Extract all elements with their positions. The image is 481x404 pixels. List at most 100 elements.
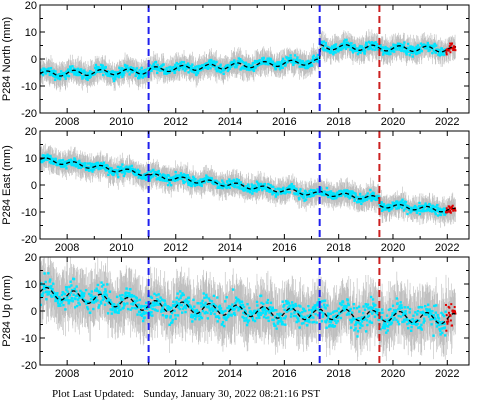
data-point xyxy=(124,64,127,67)
data-point xyxy=(341,46,344,50)
data-point xyxy=(51,157,54,160)
data-point xyxy=(369,47,372,50)
data-point xyxy=(107,71,111,74)
data-point xyxy=(399,42,402,46)
data-point xyxy=(425,45,429,48)
data-point xyxy=(307,59,310,63)
data-point xyxy=(82,71,86,74)
data-point xyxy=(441,208,444,211)
data-point xyxy=(167,66,171,69)
data-point xyxy=(374,41,377,44)
data-point xyxy=(349,45,352,48)
data-point xyxy=(373,43,376,46)
recent-point xyxy=(454,209,457,212)
data-point xyxy=(373,45,377,48)
data-point xyxy=(116,165,120,169)
data-point xyxy=(267,57,271,60)
data-point xyxy=(226,180,229,183)
data-point xyxy=(276,61,279,64)
data-point xyxy=(179,175,182,178)
data-point xyxy=(206,175,209,179)
data-point xyxy=(158,65,161,69)
data-point xyxy=(294,192,298,196)
data-point xyxy=(369,195,373,198)
data-point xyxy=(58,163,62,167)
data-point xyxy=(241,183,245,186)
data-point xyxy=(199,178,202,181)
data-point xyxy=(193,184,197,187)
data-point xyxy=(137,176,140,179)
data-point xyxy=(438,207,442,210)
x-tick-label: 2014 xyxy=(218,242,242,254)
data-point xyxy=(316,53,320,57)
data-point xyxy=(241,60,245,64)
data-point xyxy=(76,164,80,167)
data-point xyxy=(186,179,189,183)
y-tick-label: -20 xyxy=(21,108,37,120)
data-point xyxy=(174,170,177,174)
data-point xyxy=(398,205,402,209)
data-point xyxy=(56,77,60,80)
data-point xyxy=(111,70,115,73)
data-point xyxy=(172,177,176,181)
data-point xyxy=(284,188,288,191)
data-point xyxy=(338,189,341,193)
data-point xyxy=(90,168,94,172)
x-tick-label: 2012 xyxy=(164,116,188,128)
data-point xyxy=(419,42,423,45)
data-point xyxy=(381,46,385,49)
data-point xyxy=(391,206,394,210)
data-point xyxy=(67,68,70,71)
data-point xyxy=(272,185,275,189)
data-point xyxy=(441,211,445,214)
data-point xyxy=(177,63,180,66)
data-point xyxy=(345,38,348,42)
data-point xyxy=(320,187,323,191)
data-point xyxy=(215,60,218,64)
data-point xyxy=(152,168,155,172)
data-point xyxy=(443,50,447,54)
data-point xyxy=(203,181,207,184)
data-point xyxy=(119,68,123,72)
data-point xyxy=(289,54,292,57)
data-point xyxy=(198,64,201,68)
data-point xyxy=(349,48,352,51)
data-point xyxy=(397,205,400,208)
data-point xyxy=(377,195,381,198)
data-point xyxy=(292,63,295,67)
data-point xyxy=(437,209,441,212)
data-point xyxy=(243,67,247,70)
data-point xyxy=(64,77,67,81)
data-point xyxy=(360,49,363,52)
data-point xyxy=(276,193,279,196)
data-point xyxy=(100,166,103,169)
data-point xyxy=(379,44,382,47)
data-point xyxy=(196,65,199,68)
data-point xyxy=(149,170,152,173)
data-point xyxy=(397,207,400,210)
data-point xyxy=(402,45,405,48)
data-point xyxy=(303,195,306,199)
data-point xyxy=(106,168,110,172)
data-point xyxy=(187,183,190,186)
data-point xyxy=(408,208,411,211)
x-axis: 2008 2010 2012 2014 2016 2018 2020 2022 xyxy=(39,5,460,128)
data-point xyxy=(379,45,382,48)
data-point xyxy=(252,69,256,73)
data-point xyxy=(74,165,78,168)
data-point xyxy=(175,61,179,65)
data-point xyxy=(179,172,183,175)
data-point xyxy=(128,73,131,76)
data-point xyxy=(190,64,193,68)
data-point xyxy=(383,205,386,208)
data-point xyxy=(306,66,309,70)
data-point xyxy=(215,183,219,186)
data-point xyxy=(311,56,315,59)
data-point xyxy=(310,64,314,67)
data-point xyxy=(180,60,184,64)
model-segment-1 xyxy=(40,157,149,177)
recent-point xyxy=(449,51,452,54)
data-point xyxy=(239,181,242,184)
data-point xyxy=(246,68,250,71)
data-point xyxy=(368,41,372,45)
